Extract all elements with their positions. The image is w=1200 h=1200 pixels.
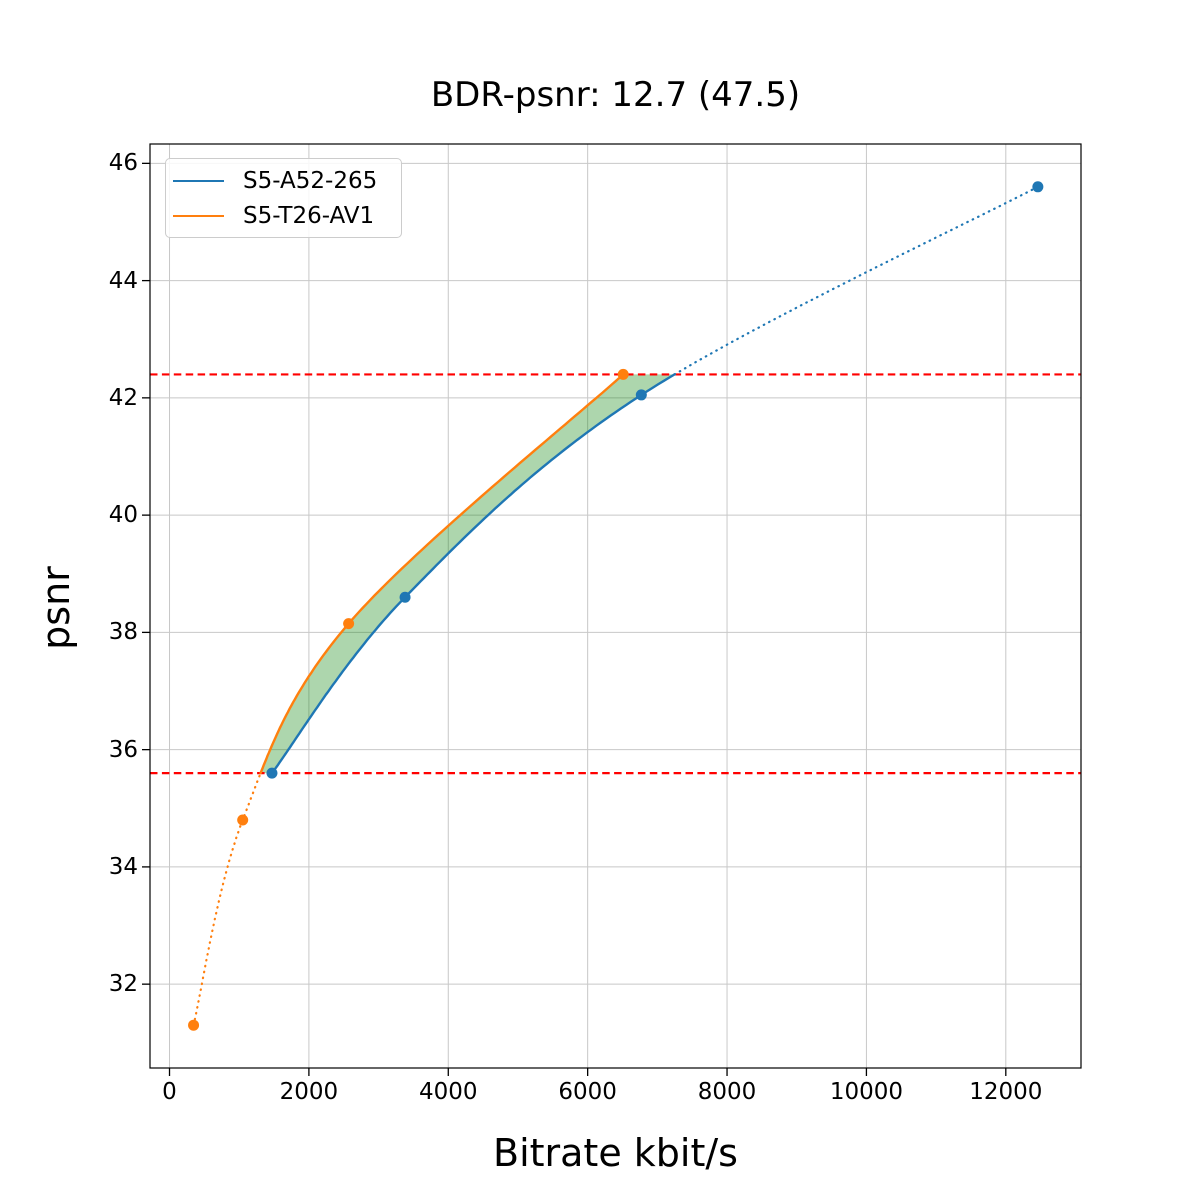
data-point-marker — [237, 814, 249, 826]
y-tick-label: 40 — [108, 502, 138, 529]
x-axis-label: Bitrate kbit/s — [493, 1131, 738, 1175]
curve-orange-solid — [259, 373, 625, 775]
curve-blue-dotted — [673, 185, 1039, 376]
x-tick-label: 6000 — [558, 1079, 617, 1105]
plot-border — [149, 143, 1082, 1069]
y-tick-label: 32 — [108, 971, 138, 998]
legend-line-icon — [173, 179, 224, 182]
data-point-marker — [399, 591, 411, 603]
x-tick-label: 4000 — [418, 1079, 478, 1105]
chart-title: BDR-psnr: 12.7 (47.5) — [430, 75, 801, 115]
y-tick-label: 46 — [108, 150, 138, 177]
legend-line-icon — [173, 214, 224, 217]
legend-entry-s5-a52-265: S5-A52-265 — [173, 164, 391, 198]
curve-orange-dotted — [192, 772, 262, 1027]
y-tick-label: 42 — [108, 384, 138, 411]
bd-overlap-fill — [260, 374, 675, 774]
data-point-marker — [617, 368, 629, 380]
x-tick-label: 2000 — [279, 1079, 339, 1105]
legend-label: S5-A52-265 — [243, 167, 378, 194]
legend-label: S5-T26-AV1 — [243, 202, 375, 229]
y-axis-label: psnr — [34, 566, 78, 650]
x-tick-label: 8000 — [697, 1079, 757, 1105]
data-point-marker — [343, 618, 355, 630]
legend: S5-A52-265 S5-T26-AV1 — [165, 158, 402, 238]
curve-blue-solid — [270, 373, 676, 775]
y-tick-label: 38 — [108, 619, 138, 646]
legend-entry-s5-t26-av1: S5-T26-AV1 — [173, 199, 391, 233]
x-tick-label: 0 — [162, 1079, 177, 1105]
data-point-marker — [635, 389, 647, 401]
y-tick-label: 34 — [108, 853, 138, 880]
data-point-marker — [188, 1019, 200, 1031]
data-point-marker — [1032, 181, 1044, 193]
y-tick-label: 44 — [108, 267, 138, 294]
x-tick-label: 10000 — [829, 1079, 903, 1105]
x-tick-label: 12000 — [969, 1079, 1043, 1105]
data-point-marker — [266, 767, 278, 779]
y-tick-label: 36 — [108, 736, 138, 763]
